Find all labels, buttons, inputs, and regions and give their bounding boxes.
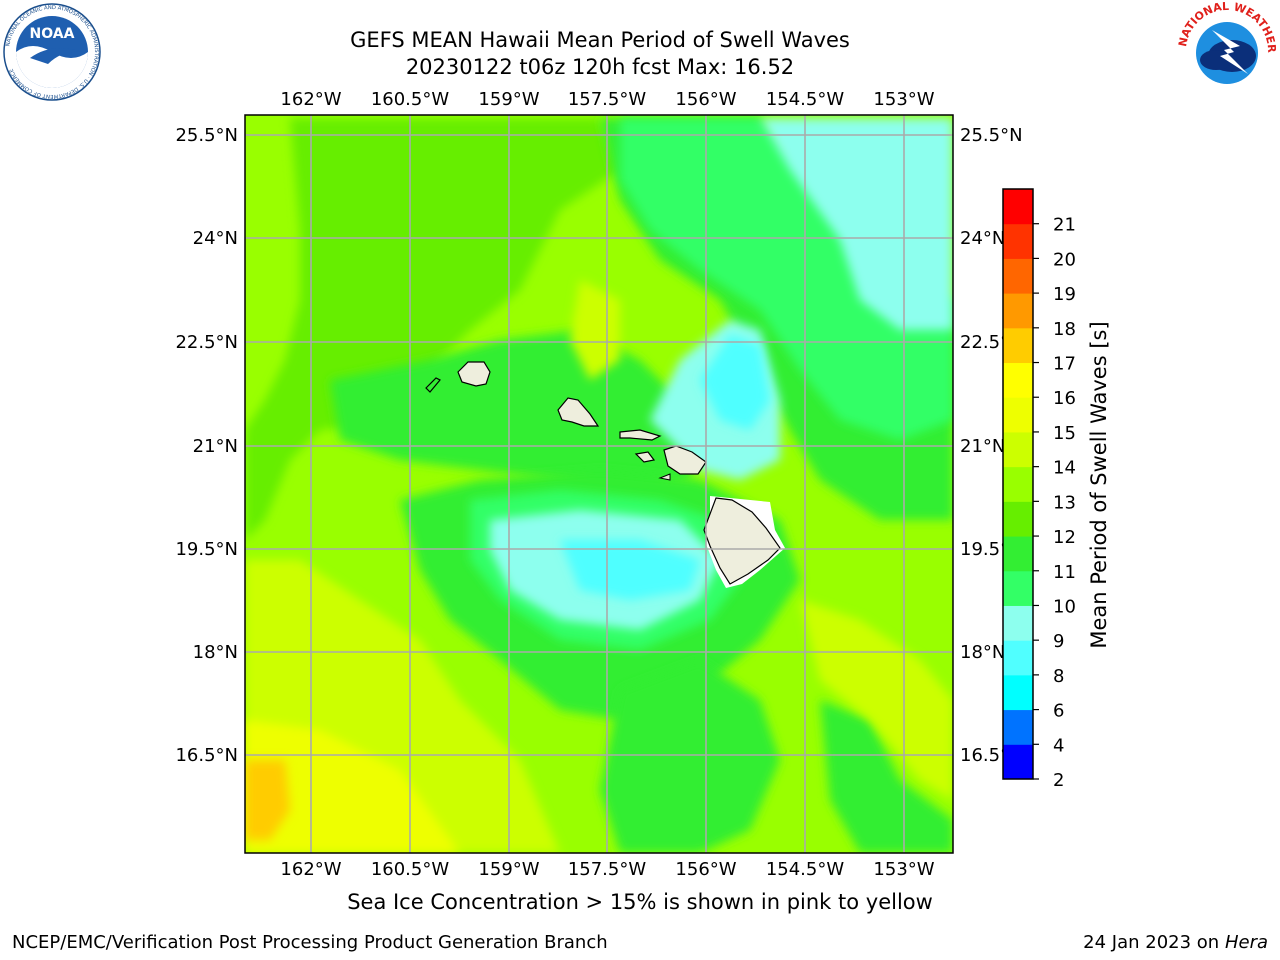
- footer-host: Hera: [1224, 932, 1268, 953]
- lon-label-bottom: 154.5°W: [766, 859, 845, 880]
- island-hawaii: [703, 497, 781, 585]
- colorbar-tick-label: 15: [1053, 423, 1076, 444]
- lat-label-left: 25.5°N: [175, 125, 238, 146]
- chart-subtitle: 20230122 t06z 120h fcst Max: 16.52: [405, 55, 795, 79]
- swell-period-field: [245, 115, 953, 853]
- lat-label-right: 24°N: [960, 228, 1005, 249]
- colorbar-tick-label: 6: [1053, 701, 1064, 722]
- nws-logo: NATIONAL WEATHER SERVICE: [1172, 0, 1278, 102]
- noaa-logo: NOAA NATIONAL OCEANIC AND ATMOSPHERIC AD…: [2, 2, 102, 102]
- island-kauai: [457, 361, 491, 387]
- colorbar-segment: [1003, 258, 1033, 294]
- lon-label-top: 160.5°W: [371, 89, 450, 110]
- island-lanai: [634, 451, 656, 463]
- island-niihau: [425, 377, 441, 393]
- island-kahoolawe: [658, 473, 671, 481]
- lat-label-left: 21°N: [193, 436, 238, 457]
- map-frame: [244, 114, 954, 854]
- colorbar-segment: [1003, 640, 1033, 676]
- colorbar-segment: [1003, 744, 1033, 780]
- map-grid: [245, 115, 953, 853]
- lon-label-bottom: 160.5°W: [371, 859, 450, 880]
- colorbar-segment: [1003, 397, 1033, 433]
- colorbar: [1003, 189, 1033, 780]
- lat-label-left: 24°N: [193, 228, 238, 249]
- colorbar-segment: [1003, 674, 1033, 711]
- lon-label-top: 153°W: [873, 89, 934, 110]
- colorbar-segment: [1003, 327, 1033, 364]
- lon-label-bottom: 156°W: [675, 859, 736, 880]
- colorbar-tick-label: 18: [1053, 319, 1076, 340]
- lat-label-right: 21°N: [960, 436, 1005, 457]
- colorbar-tick-label: 17: [1053, 354, 1076, 375]
- lon-label-top: 157.5°W: [568, 89, 647, 110]
- noaa-logo-text: NOAA: [30, 26, 75, 42]
- colorbar-segment: [1003, 536, 1033, 572]
- lat-label-left: 22.5°N: [175, 332, 238, 353]
- lon-label-top: 159°W: [478, 89, 539, 110]
- colorbar-tick-label: 14: [1053, 458, 1076, 479]
- lat-label-right: 18°N: [960, 642, 1005, 663]
- island-oahu: [557, 397, 600, 427]
- colorbar-segment: [1003, 466, 1033, 502]
- lon-label-bottom: 162°W: [280, 859, 341, 880]
- lon-label-bottom: 159°W: [478, 859, 539, 880]
- colorbar-label: Mean Period of Swell Waves [s]: [1087, 321, 1111, 648]
- colorbar-segment: [1003, 189, 1033, 225]
- colorbar-segment: [1003, 605, 1033, 641]
- colorbar-tick-label: 9: [1053, 631, 1064, 652]
- colorbar-segment: [1003, 570, 1033, 606]
- colorbar-segment: [1003, 431, 1033, 468]
- colorbar-tick-label: 16: [1053, 388, 1076, 409]
- lon-label-top: 154.5°W: [766, 89, 845, 110]
- island-maui: [663, 445, 707, 475]
- footer-credit: NCEP/EMC/Verification Post Processing Pr…: [12, 932, 608, 953]
- lon-label-top: 156°W: [675, 89, 736, 110]
- footer-date-text: 24 Jan 2023 on: [1083, 932, 1225, 953]
- footer-date: 24 Jan 2023 on Hera: [1083, 932, 1268, 953]
- lat-label-left: 16.5°N: [175, 745, 238, 766]
- colorbar-tick-label: 12: [1053, 527, 1076, 548]
- colorbar-tick-label: 21: [1053, 215, 1076, 236]
- lat-label-left: 18°N: [193, 642, 238, 663]
- sea-ice-note: Sea Ice Concentration > 15% is shown in …: [347, 890, 933, 914]
- colorbar-tick-label: 11: [1053, 562, 1076, 583]
- lat-label-right: 25.5°N: [960, 125, 1023, 146]
- colorbar-tick-label: 20: [1053, 249, 1076, 270]
- colorbar-tick-label: 19: [1053, 284, 1076, 305]
- colorbar-ticks: 2 4 6 8 9 10 11 12 13 14 15 16 17 18 19 20 21: [1033, 215, 1076, 791]
- colorbar-tick-label: 4: [1053, 735, 1064, 756]
- colorbar-tick-label: 10: [1053, 596, 1076, 617]
- colorbar-segment: [1003, 293, 1033, 329]
- island-molokai: [619, 429, 662, 441]
- hawaiian-islands: [425, 361, 785, 588]
- lon-label-top: 162°W: [280, 89, 341, 110]
- lat-label-left: 19.5°N: [175, 539, 238, 560]
- colorbar-tick-label: 2: [1053, 770, 1064, 791]
- colorbar-segment: [1003, 501, 1033, 537]
- colorbar-tick-label: 8: [1053, 666, 1064, 687]
- chart-title: GEFS MEAN Hawaii Mean Period of Swell Wa…: [350, 28, 850, 52]
- colorbar-segment: [1003, 709, 1033, 745]
- lon-label-bottom: 153°W: [873, 859, 934, 880]
- lon-label-bottom: 157.5°W: [568, 859, 647, 880]
- colorbar-frame: [1002, 188, 1034, 780]
- colorbar-segment: [1003, 362, 1033, 398]
- colorbar-segment: [1003, 223, 1033, 259]
- colorbar-tick-label: 13: [1053, 492, 1076, 513]
